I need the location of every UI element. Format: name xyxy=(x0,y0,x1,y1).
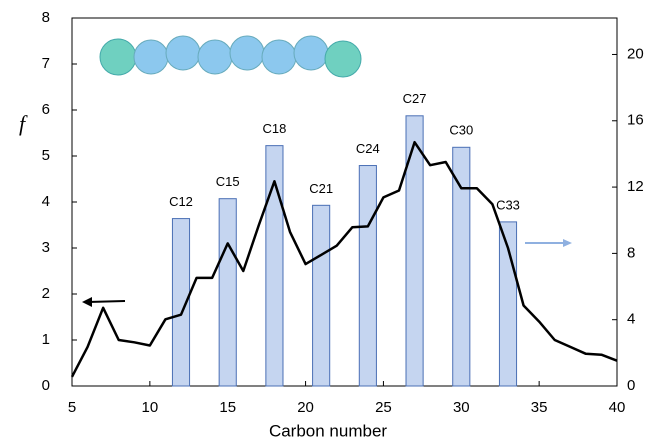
y-axis-label: f xyxy=(19,111,28,136)
y-tick-label: 8 xyxy=(42,9,50,26)
x-tick-label: 15 xyxy=(219,399,236,416)
y-tick-label: 5 xyxy=(42,147,50,164)
bar-label: C18 xyxy=(262,121,286,136)
bar xyxy=(171,218,191,387)
bar-label: C21 xyxy=(309,181,333,196)
x-tick-label: 30 xyxy=(453,399,470,416)
x-axis-label: Carbon number xyxy=(269,421,387,440)
y-tick-label: 1 xyxy=(42,331,50,348)
arrows xyxy=(82,239,572,307)
x-tick-label: 5 xyxy=(68,399,76,416)
bar xyxy=(265,145,284,387)
bar xyxy=(358,165,377,387)
x-tick-label: 40 xyxy=(609,399,626,416)
line-series xyxy=(70,140,618,378)
y2-tick-label: 0 xyxy=(627,377,635,394)
y-tick-label: 0 xyxy=(42,377,50,394)
bar-label: C15 xyxy=(216,174,240,189)
bar-label: C12 xyxy=(169,194,193,209)
x-tick-label: 10 xyxy=(142,399,159,416)
bar xyxy=(218,198,237,387)
y2-tick-label: 20 xyxy=(627,45,644,62)
y-tick-label: 7 xyxy=(42,55,50,72)
bar-label: C30 xyxy=(449,123,473,138)
bar xyxy=(405,115,424,387)
bar-label: C33 xyxy=(496,197,520,212)
x-tick-label: 20 xyxy=(297,399,314,416)
bar-label: C27 xyxy=(403,91,427,106)
y2-tick-label: 12 xyxy=(627,178,644,195)
y-tick-label: 6 xyxy=(42,101,50,118)
y2-tick-label: 16 xyxy=(627,112,644,129)
x-tick-label: 35 xyxy=(531,399,548,416)
y-tick-label: 2 xyxy=(42,285,50,302)
molecule-icon xyxy=(99,35,362,78)
bar-label: C24 xyxy=(356,141,380,156)
y2-tick-label: 8 xyxy=(627,244,635,261)
bar xyxy=(312,204,331,387)
bar xyxy=(452,146,471,387)
x-tick-label: 25 xyxy=(375,399,392,416)
y2-tick-label: 4 xyxy=(627,311,635,328)
y-tick-label: 4 xyxy=(42,193,50,210)
y-tick-label: 3 xyxy=(42,239,50,256)
